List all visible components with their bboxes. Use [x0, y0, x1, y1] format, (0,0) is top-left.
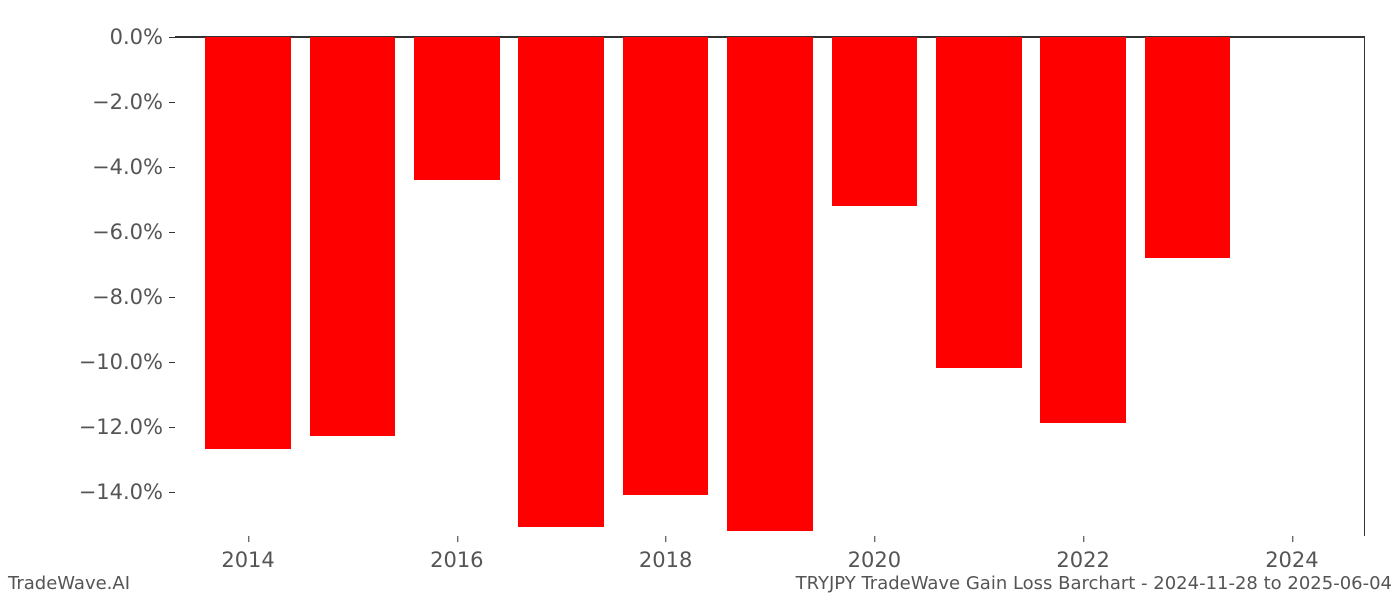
bar [310, 37, 396, 436]
x-tick-label: 2014 [221, 536, 274, 572]
y-tick-label: −8.0% [92, 285, 175, 309]
bar [936, 37, 1022, 368]
y-tick-label: −14.0% [79, 480, 175, 504]
x-tick-label: 2018 [639, 536, 692, 572]
bar [623, 37, 709, 495]
x-tick-label: 2022 [1056, 536, 1109, 572]
bar [1040, 37, 1126, 423]
x-tick-label: 2024 [1265, 536, 1318, 572]
y-tick-label: 0.0% [110, 25, 175, 49]
footer-right-text: TRYJPY TradeWave Gain Loss Barchart - 20… [796, 573, 1392, 594]
footer-left-text: TradeWave.AI [8, 573, 130, 594]
y-tick-label: −10.0% [79, 350, 175, 374]
y-tick-label: −2.0% [92, 90, 175, 114]
y-tick-label: −6.0% [92, 220, 175, 244]
bar [727, 37, 813, 531]
bar [832, 37, 918, 206]
x-tick-label: 2020 [848, 536, 901, 572]
bar [518, 37, 604, 527]
chart-plot-area: 0.0%−2.0%−4.0%−6.0%−8.0%−10.0%−12.0%−14.… [175, 36, 1365, 536]
y-tick-label: −12.0% [79, 415, 175, 439]
bar [414, 37, 500, 180]
bar [1145, 37, 1231, 258]
x-tick-label: 2016 [430, 536, 483, 572]
bar [205, 37, 291, 449]
y-tick-label: −4.0% [92, 155, 175, 179]
